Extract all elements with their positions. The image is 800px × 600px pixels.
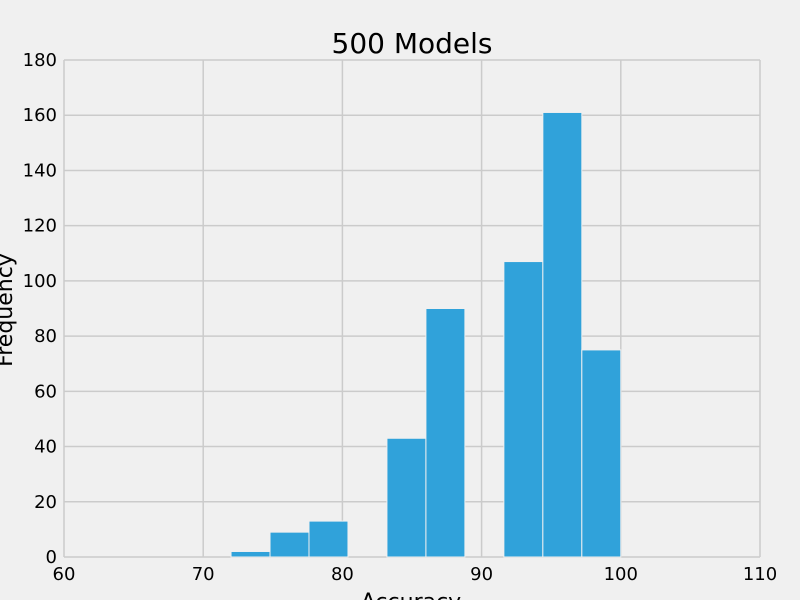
y-tick-label: 140 (23, 160, 57, 181)
histogram-bar (308, 520, 349, 558)
histogram-bar (503, 261, 544, 558)
y-tick-label: 180 (23, 50, 57, 71)
y-tick-label: 60 (34, 381, 57, 402)
x-tick-label: 60 (53, 564, 76, 585)
x-tick-label: 90 (470, 564, 493, 585)
chart-title: 500 Models (332, 27, 493, 60)
histogram-bar (581, 349, 622, 558)
y-tick-labels: 0 20 40 60 80 100 120 140 160 180 (23, 50, 57, 568)
x-axis-label: Accuracy (361, 590, 461, 600)
y-axis-label: Frequency (0, 253, 18, 367)
y-tick-label: 100 (23, 271, 57, 292)
y-tick-label: 0 (46, 547, 57, 568)
y-tick-label: 120 (23, 216, 57, 237)
histogram-bar (542, 111, 583, 558)
y-tick-label: 160 (23, 105, 57, 126)
y-tick-label: 20 (34, 492, 57, 513)
x-tick-labels: 60 70 80 90 100 110 (53, 564, 778, 585)
histogram-bars (230, 111, 622, 558)
histogram-bar (269, 531, 310, 558)
histogram-bar (386, 437, 427, 558)
x-tick-label: 110 (743, 564, 777, 585)
histogram-bar (425, 308, 466, 558)
x-tick-label: 70 (192, 564, 215, 585)
y-tick-label: 40 (34, 437, 57, 458)
histogram-bar (230, 550, 271, 558)
x-tick-label: 80 (331, 564, 354, 585)
x-tick-label: 100 (604, 564, 638, 585)
y-tick-label: 80 (34, 326, 57, 347)
